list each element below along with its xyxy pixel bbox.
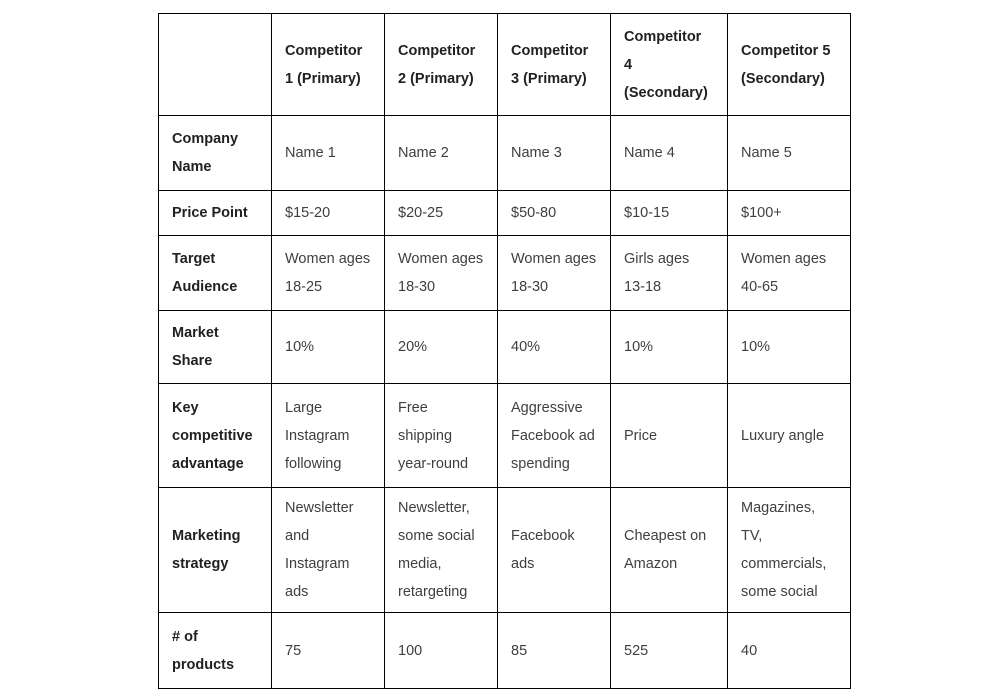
column-header-label: Competitor 5 (Secondary) [741, 42, 831, 87]
table-cell: Newsletter and Instagram ads [271, 487, 385, 613]
table-cell: Luxury angle [727, 383, 851, 488]
table-cell: $15-20 [271, 190, 385, 236]
column-header-label: Competitor 4 (Secondary) [624, 28, 708, 101]
row-label-marketing-strategy: Marketing strategy [158, 487, 272, 613]
table-cell: Name 5 [727, 115, 851, 191]
table-cell: Name 1 [271, 115, 385, 191]
table-cell: Girls ages 13-18 [610, 235, 728, 311]
table-cell: $100+ [727, 190, 851, 236]
table-cell: $50-80 [497, 190, 611, 236]
table-cell: Women ages 40-65 [727, 235, 851, 311]
table-cell: Price [610, 383, 728, 488]
table-row-marketing-strategy: Marketing strategy Newsletter and Instag… [158, 487, 851, 613]
table-cell: Aggressive Facebook ad spending [497, 383, 611, 488]
row-label-key-competitive-advantage: Key competitive advantage [158, 383, 272, 488]
column-header-label: Competitor 2 (Primary) [398, 42, 476, 87]
column-header-competitor-2: Competitor 2 (Primary) [384, 13, 498, 116]
table-cell: $20-25 [384, 190, 498, 236]
column-header-competitor-4: Competitor 4 (Secondary) [610, 13, 728, 116]
table-cell: Large Instagram following [271, 383, 385, 488]
table-cell: 10% [610, 310, 728, 384]
table-cell: Newsletter, some social media, retargeti… [384, 487, 498, 613]
table-cell: 20% [384, 310, 498, 384]
column-header-label: Competitor 3 (Primary) [511, 42, 589, 87]
table-header-row: Competitor 1 (Primary) Competitor 2 (Pri… [158, 13, 851, 116]
table-cell: Name 3 [497, 115, 611, 191]
row-label-company-name: Company Name [158, 115, 272, 191]
column-header-competitor-3: Competitor 3 (Primary) [497, 13, 611, 116]
row-label-price-point: Price Point [158, 190, 272, 236]
corner-cell [158, 13, 272, 116]
table-row-market-share: Market Share 10% 20% 40% 10% 10% [158, 310, 851, 384]
table-cell: Free shipping year-round [384, 383, 498, 488]
table-cell: 85 [497, 612, 611, 689]
column-header-label: Competitor 1 (Primary) [285, 42, 363, 87]
table-cell: Cheapest on Amazon [610, 487, 728, 613]
table-cell: 40% [497, 310, 611, 384]
row-label-target-audience: Target Audience [158, 235, 272, 311]
table-cell: Magazines, TV, commercials, some social [727, 487, 851, 613]
column-header-competitor-1: Competitor 1 (Primary) [271, 13, 385, 116]
table-cell: 40 [727, 612, 851, 689]
table-row-key-competitive-advantage: Key competitive advantage Large Instagra… [158, 383, 851, 488]
table-cell: 10% [727, 310, 851, 384]
table-row-price-point: Price Point $15-20 $20-25 $50-80 $10-15 … [158, 190, 851, 236]
table-cell: Name 2 [384, 115, 498, 191]
row-label-market-share: Market Share [158, 310, 272, 384]
table-cell: 10% [271, 310, 385, 384]
competitor-comparison-table: Competitor 1 (Primary) Competitor 2 (Pri… [158, 13, 851, 689]
table-cell: 525 [610, 612, 728, 689]
table-cell: Facebook ads [497, 487, 611, 613]
table-cell: Women ages 18-30 [384, 235, 498, 311]
table-cell: Women ages 18-25 [271, 235, 385, 311]
competitor-table-wrap: Competitor 1 (Primary) Competitor 2 (Pri… [158, 13, 851, 689]
table-row-target-audience: Target Audience Women ages 18-25 Women a… [158, 235, 851, 311]
column-header-competitor-5: Competitor 5 (Secondary) [727, 13, 851, 116]
row-label-number-of-products: # of products [158, 612, 272, 689]
table-cell: $10-15 [610, 190, 728, 236]
table-cell: Name 4 [610, 115, 728, 191]
table-row-number-of-products: # of products 75 100 85 525 40 [158, 612, 851, 689]
table-cell: 75 [271, 612, 385, 689]
table-cell: 100 [384, 612, 498, 689]
table-cell: Women ages 18-30 [497, 235, 611, 311]
table-row-company-name: Company Name Name 1 Name 2 Name 3 Name 4… [158, 115, 851, 191]
